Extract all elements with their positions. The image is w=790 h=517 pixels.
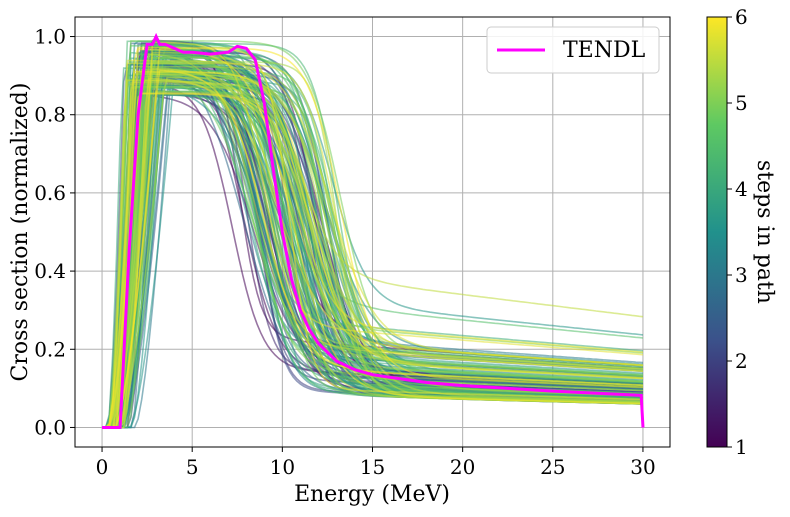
colorbar-tick-label: 1 — [735, 435, 748, 459]
ensemble-curve — [102, 46, 644, 429]
legend-label-tendl: TENDL — [563, 38, 646, 63]
y-axis-label: Cross section (normalized) — [8, 83, 33, 382]
x-tick-label: 5 — [186, 455, 199, 479]
colorbar-gradient — [706, 16, 728, 448]
x-tick-label: 15 — [360, 455, 385, 479]
plot-area: 0 5 10 15 20 25 30 0.0 0.2 0.4 0.6 0.8 1.0 — [34, 16, 671, 479]
ensemble-curve — [102, 69, 644, 429]
x-tick-label: 30 — [630, 455, 655, 479]
ensemble-curve — [102, 47, 644, 429]
y-tick-label: 0.6 — [34, 181, 66, 205]
colorbar-tick-label: 5 — [735, 91, 748, 115]
legend: TENDL — [486, 26, 660, 74]
x-tick-label: 0 — [96, 455, 109, 479]
colorbar: 1 2 3 4 5 6 steps in path — [706, 5, 777, 459]
colorbar-tick-label: 6 — [735, 5, 748, 29]
x-tick-label: 20 — [450, 455, 475, 479]
legend-frame — [486, 26, 660, 74]
y-tick-label: 0.8 — [34, 103, 66, 127]
colorbar-label: steps in path — [752, 160, 777, 304]
x-axis-label: Energy (MeV) — [294, 482, 450, 507]
x-axis-ticks: 0 5 10 15 20 25 30 — [96, 447, 656, 479]
colorbar-tick-label: 4 — [735, 177, 748, 201]
ensemble-curves — [102, 39, 644, 429]
y-tick-label: 0.2 — [34, 337, 66, 361]
tendl-series-line — [102, 32, 645, 429]
y-tick-label: 0.4 — [34, 259, 66, 283]
y-tick-label: 0.0 — [34, 415, 66, 439]
colorbar-ticks: 1 2 3 4 5 6 — [727, 5, 748, 459]
x-tick-label: 25 — [540, 455, 565, 479]
y-tick-label: 1.0 — [34, 25, 66, 49]
ensemble-curve — [102, 73, 644, 429]
colorbar-tick-label: 2 — [735, 349, 748, 373]
ensemble-curve — [102, 92, 644, 429]
colorbar-tick-label: 3 — [735, 263, 748, 287]
y-axis-ticks: 0.0 0.2 0.4 0.6 0.8 1.0 — [34, 25, 75, 439]
ensemble-curve — [102, 70, 644, 429]
ensemble-curve — [102, 77, 644, 429]
x-tick-label: 10 — [270, 455, 295, 479]
